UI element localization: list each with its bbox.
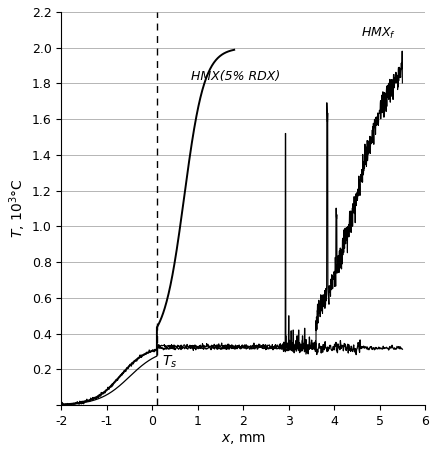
Y-axis label: $T$, $10^3$°C: $T$, $10^3$°C xyxy=(7,179,27,238)
Text: $T_s$: $T_s$ xyxy=(162,354,178,370)
X-axis label: $x$, mm: $x$, mm xyxy=(221,432,266,446)
Text: HMX(5% RDX): HMX(5% RDX) xyxy=(191,70,280,83)
Text: HMX$_f$: HMX$_f$ xyxy=(361,26,395,41)
